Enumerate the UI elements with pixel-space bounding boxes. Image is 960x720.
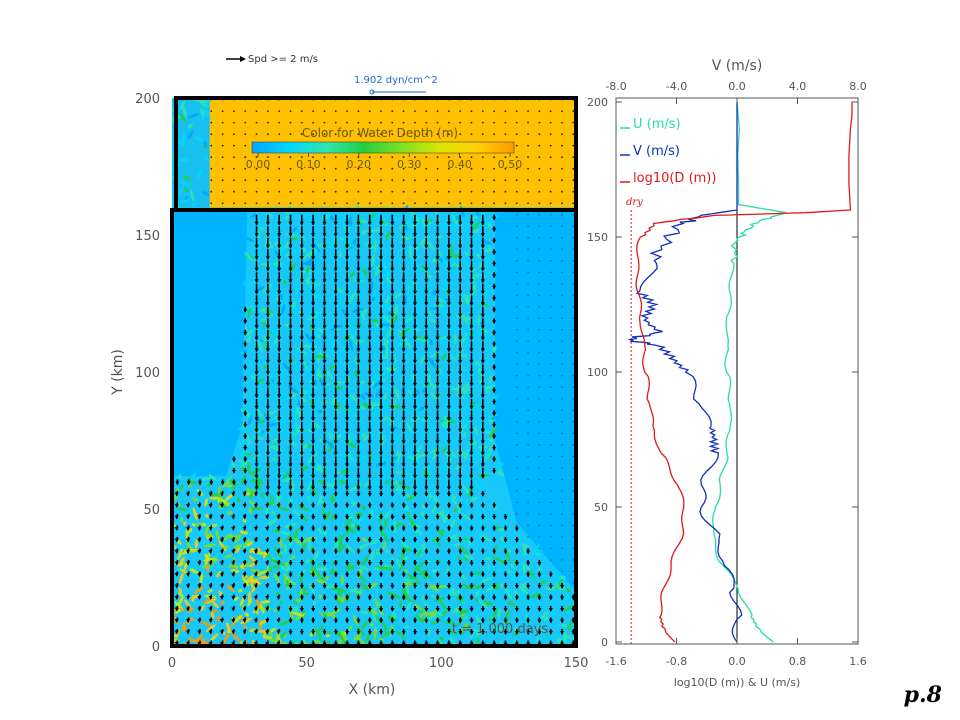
bottom-tick-label: 1.6 [849, 655, 867, 668]
profile-y-tick-label: 150 [587, 231, 608, 244]
speed-legend: Spd >= 2 m/s [226, 54, 318, 65]
colorbar-gradient [251, 141, 515, 154]
colorbar-title: Color for Water Depth (m) [302, 126, 458, 140]
time-label: t = 1.000 days [452, 622, 549, 637]
depth-map: Color for Water Depth (m) 0.00 0.10 0.20 0.… [110, 54, 588, 698]
bottom-axis-label: log10(D (m)) & U (m/s) [674, 676, 800, 689]
legend-entry: log10(D (m)) [633, 171, 716, 186]
bottom-tick-label: 0.0 [728, 655, 746, 668]
series-line [635, 102, 853, 643]
map-fields [172, 98, 576, 646]
colorbar-ticks: 0.00 0.10 0.20 0.30 0.40 0.50 [246, 153, 523, 171]
profile-plot: dry 0 50 100 150 200 -8.0 -4.0 0.0 4.0 8.0 -1.6 -0.… [587, 58, 867, 689]
profile-legend: U (m/s) V (m/s) log10(D (m)) [620, 117, 716, 186]
map-x-axis-label: X (km) [349, 682, 396, 698]
profile-series [627, 101, 853, 643]
colorbar-tick-label: 0.20 [347, 158, 372, 171]
colorbar-tick-label: 0.30 [397, 158, 422, 171]
series-line [712, 101, 787, 643]
map-x-tick-label: 100 [429, 656, 454, 671]
colorbar-tick-label: 0.40 [447, 158, 472, 171]
map-y-tick-label: 100 [135, 366, 160, 381]
map-y-axis-label: Y (km) [110, 349, 126, 396]
colorbar-tick-label: 0.00 [246, 158, 271, 171]
map-y-tick-label: 150 [135, 229, 160, 244]
map-x-tick-labels: 0 50 100 150 [168, 656, 589, 671]
legend-entry: V (m/s) [633, 144, 680, 159]
page-number: p.8 [903, 682, 942, 708]
bottom-tick-label: 0.8 [789, 655, 807, 668]
top-tick-label: 0.0 [728, 80, 746, 93]
map-y-tick-label: 50 [143, 503, 160, 518]
top-axis-label: V (m/s) [712, 58, 763, 74]
top-tick-label: 4.0 [789, 80, 807, 93]
legend-entry: U (m/s) [633, 117, 681, 132]
dry-label: dry [626, 197, 643, 208]
speed-legend-label: Spd >= 2 m/s [248, 54, 318, 65]
lower-basin-frame [170, 208, 578, 648]
map-x-tick-label: 150 [564, 656, 589, 671]
colorbar-tick-label: 0.10 [296, 158, 321, 171]
map-x-tick-label: 50 [298, 656, 315, 671]
profile-y-tick-label: 0 [601, 636, 608, 649]
top-tick-label: 8.0 [849, 80, 867, 93]
profile-y-tick-label: 100 [587, 366, 608, 379]
velocity-arrows [174, 98, 576, 646]
profile-ticks: 0 50 100 150 200 -8.0 -4.0 0.0 4.0 8.0 -1.6 -0.8 0.0… [587, 80, 867, 668]
bottom-tick-label: -0.8 [666, 655, 687, 668]
wet-plume [172, 207, 576, 646]
top-tick-label: -8.0 [605, 80, 626, 93]
map-x-tick-label: 0 [168, 656, 176, 671]
profile-y-tick-label: 50 [594, 501, 608, 514]
stress-legend-label: 1.902 dyn/cm^2 [354, 75, 438, 86]
map-y-tick-label: 0 [152, 640, 160, 655]
colorbar: Color for Water Depth (m) 0.00 0.10 0.20 0.… [246, 126, 523, 171]
map-y-tick-labels: 0 50 100 150 200 [135, 92, 160, 655]
profile-y-tick-label: 200 [587, 96, 608, 109]
bottom-tick-label: -1.6 [605, 655, 626, 668]
colorbar-tick-label: 0.50 [498, 158, 523, 171]
top-tick-label: -4.0 [666, 80, 687, 93]
stress-legend: 1.902 dyn/cm^2 [354, 75, 438, 95]
map-y-tick-label: 200 [135, 92, 160, 107]
